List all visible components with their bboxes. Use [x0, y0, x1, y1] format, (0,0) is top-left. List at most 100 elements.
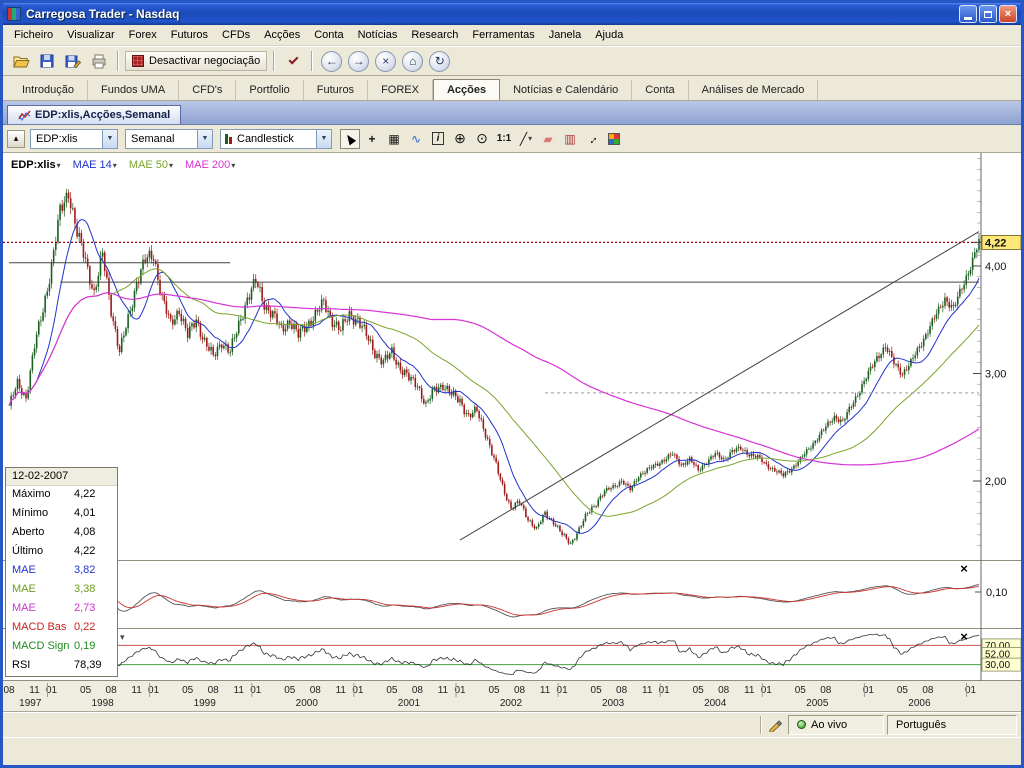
svg-text:1998: 1998	[91, 698, 114, 709]
tab-fundos-uma[interactable]: Fundos UMA	[88, 80, 179, 100]
tab-forex[interactable]: FOREX	[368, 80, 433, 100]
chevron-down-icon[interactable]: ▾	[57, 161, 61, 170]
refresh-button[interactable]: ↻	[429, 51, 450, 72]
tab-cfds[interactable]: CFD's	[179, 80, 236, 100]
trading-board-icon	[132, 55, 144, 67]
indicators-tool[interactable]: ∿	[406, 129, 426, 149]
cursor-tool[interactable]	[340, 129, 360, 149]
chevron-down-icon: ▼	[316, 130, 331, 148]
chevron-down-icon: ▾	[528, 134, 532, 143]
close-macd-pane-button[interactable]: ×	[957, 561, 971, 575]
eraser-tool[interactable]: ▰	[538, 129, 558, 149]
data-row-minimo: Mínimo4,01	[6, 505, 117, 524]
svg-text:2001: 2001	[398, 698, 421, 709]
menu-research[interactable]: Research	[404, 26, 465, 44]
chart-type-select[interactable]: Candlestick ▼	[220, 129, 332, 149]
chevron-down-icon[interactable]: ▾	[113, 161, 117, 170]
annotation-button[interactable]	[765, 715, 785, 735]
svg-text:0,10: 0,10	[986, 587, 1007, 599]
live-status-label: Ao vivo	[811, 719, 847, 731]
svg-text:05: 05	[591, 685, 603, 696]
menu-noticias[interactable]: Notícias	[351, 26, 405, 44]
close-rsi-pane-button[interactable]: ×	[957, 629, 971, 643]
language-selector[interactable]: Português	[887, 715, 1017, 735]
disable-trading-button[interactable]: Desactivar negociação	[125, 51, 267, 71]
live-status[interactable]: Ao vivo	[788, 715, 884, 735]
svg-text:05: 05	[488, 685, 500, 696]
disable-trading-label: Desactivar negociação	[149, 55, 260, 67]
menu-cfds[interactable]: CFDs	[215, 26, 257, 44]
svg-text:11: 11	[642, 685, 653, 696]
svg-text:05: 05	[284, 685, 296, 696]
tab-analises-mercado[interactable]: Análises de Mercado	[689, 80, 819, 100]
save-button[interactable]	[35, 49, 59, 73]
open-button[interactable]	[9, 49, 33, 73]
tab-conta[interactable]: Conta	[632, 80, 688, 100]
svg-text:08: 08	[412, 685, 424, 696]
pattern-tool[interactable]: ▥	[560, 129, 580, 149]
tab-introducao[interactable]: Introdução	[9, 80, 88, 100]
legend-mae200: MAE 200▾	[185, 159, 235, 171]
candlestick-icon	[225, 134, 232, 144]
menu-visualizar[interactable]: Visualizar	[60, 26, 122, 44]
chart-document-tab-label: EDP:xlis,Acções,Semanal	[35, 109, 170, 121]
fit-tool[interactable]: ↔	[582, 129, 602, 149]
tab-noticias-calendario[interactable]: Notícias e Calendário	[500, 80, 632, 100]
tab-futuros[interactable]: Futuros	[304, 80, 368, 100]
chart-document-tab[interactable]: EDP:xlis,Acções,Semanal	[7, 105, 181, 124]
period-select[interactable]: Semanal ▼	[125, 129, 213, 149]
one-to-one-tool[interactable]: 1:1	[494, 129, 514, 149]
toolbar-separator	[311, 51, 313, 71]
price-chart[interactable]: 0,1070,0052,0030,004,224,003,002,0008110…	[3, 153, 1021, 711]
indicator-settings-tool[interactable]	[604, 129, 624, 149]
svg-text:05: 05	[386, 685, 398, 696]
tab-portfolio[interactable]: Portfolio	[236, 80, 303, 100]
svg-text:30,00: 30,00	[985, 660, 1010, 671]
grid-tool[interactable]: ▦	[384, 129, 404, 149]
svg-text:08: 08	[106, 685, 118, 696]
home-button[interactable]: ⌂	[402, 51, 423, 72]
chart-legend: EDP:xlis▾ MAE 14▾ MAE 50▾ MAE 200▾	[11, 159, 235, 171]
menu-futuros[interactable]: Futuros	[164, 26, 215, 44]
forward-button[interactable]: →	[348, 51, 369, 72]
minimize-icon	[964, 17, 972, 20]
save-as-button[interactable]	[61, 49, 85, 73]
menu-forex[interactable]: Forex	[122, 26, 164, 44]
svg-text:2000: 2000	[296, 698, 319, 709]
data-row-aberto: Aberto4,08	[6, 524, 117, 543]
zoom-in-tool[interactable]: ⊕	[450, 129, 470, 149]
back-button[interactable]: ←	[321, 51, 342, 72]
minimize-button[interactable]	[959, 5, 977, 23]
stop-button[interactable]: ×	[375, 51, 396, 72]
svg-text:11: 11	[744, 685, 755, 696]
restore-button[interactable]	[979, 5, 997, 23]
symbol-select[interactable]: EDP:xlis ▼	[30, 129, 118, 149]
svg-text:2004: 2004	[704, 698, 727, 709]
confirm-orders-button[interactable]	[281, 49, 305, 73]
menu-ajuda[interactable]: Ajuda	[588, 26, 630, 44]
menu-ferramentas[interactable]: Ferramentas	[465, 26, 541, 44]
line-tool[interactable]: ╱▾	[516, 129, 536, 149]
check-icon	[288, 55, 298, 65]
rsi-options-button[interactable]: ▾	[120, 632, 125, 643]
menu-conta[interactable]: Conta	[307, 26, 350, 44]
zoom-tool[interactable]: ⊙	[472, 129, 492, 149]
chevron-down-icon[interactable]: ▾	[231, 161, 235, 170]
data-window: 12-02-2007 Máximo4,22 Mínimo4,01 Aberto4…	[5, 467, 118, 677]
chart-area[interactable]: 0,1070,0052,0030,004,224,003,002,0008110…	[3, 153, 1021, 711]
data-window-date: 12-02-2007	[6, 468, 117, 486]
tab-accoes[interactable]: Acções	[433, 79, 500, 100]
svg-text:11: 11	[438, 685, 449, 696]
crosshair-tool[interactable]: +	[362, 129, 382, 149]
info-tool[interactable]: i	[428, 129, 448, 149]
svg-text:11: 11	[540, 685, 551, 696]
menu-accoes[interactable]: Acções	[257, 26, 307, 44]
section-tab-bar: Introdução Fundos UMA CFD's Portfolio Fu…	[3, 76, 1021, 101]
close-button[interactable]: ×	[999, 5, 1017, 23]
chevron-down-icon[interactable]: ▾	[169, 161, 173, 170]
panel-collapse-button[interactable]: ▴	[7, 130, 25, 148]
menu-janela[interactable]: Janela	[542, 26, 588, 44]
svg-text:11: 11	[131, 685, 142, 696]
print-button[interactable]	[87, 49, 111, 73]
menu-ficheiro[interactable]: Ficheiro	[7, 26, 60, 44]
